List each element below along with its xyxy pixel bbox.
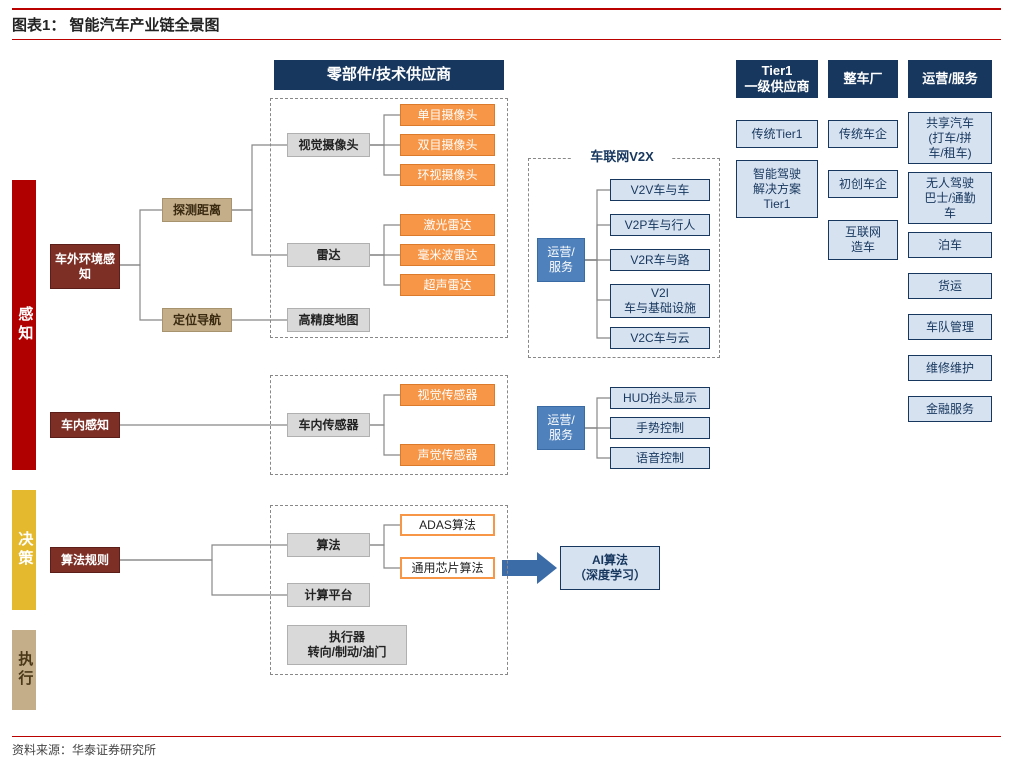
header-service: 运营/服务: [908, 60, 992, 98]
node-adas-algo: ADAS算法: [400, 514, 495, 536]
node-svc-freight: 货运: [908, 273, 992, 299]
node-detect-distance: 探测距离: [162, 198, 232, 222]
node-internal-sense: 车内感知: [50, 412, 120, 438]
node-interior-sensor: 车内传感器: [287, 413, 370, 437]
node-radar: 雷达: [287, 243, 370, 267]
strip-execute: 执行: [12, 630, 36, 710]
node-svc-parking: 泊车: [908, 232, 992, 258]
node-voice: 语音控制: [610, 447, 710, 469]
node-actuator: 执行器 转向/制动/油门: [287, 625, 407, 665]
node-trad-oem: 传统车企: [828, 120, 898, 148]
chart-title: 图表1： 智能汽车产业链全景图: [12, 8, 1001, 40]
header-oem: 整车厂: [828, 60, 898, 98]
diagram-canvas: 感知 决策 执行 车外环境感知 车内感知 算法规则 探测距离 定位导航 零部件/…: [12, 40, 1001, 730]
node-startup-oem: 初创车企: [828, 170, 898, 198]
node-cam-surround: 环视摄像头: [400, 164, 495, 186]
node-svc-sharing: 共享汽车 (打车/拼 车/租车): [908, 112, 992, 164]
node-visual-sensor: 视觉传感器: [400, 384, 495, 406]
node-trad-tier1: 传统Tier1: [736, 120, 818, 148]
node-v2x-service: 运营/服务: [537, 238, 585, 282]
node-camera: 视觉摄像头: [287, 133, 370, 157]
node-cam-mono: 单目摄像头: [400, 104, 495, 126]
node-ai-deeplearning: AI算法 （深度学习）: [560, 546, 660, 590]
node-smart-tier1: 智能驾驶 解决方案 Tier1: [736, 160, 818, 218]
node-algorithm: 算法: [287, 533, 370, 557]
node-v2c: V2C车与云: [610, 327, 710, 349]
node-compute-platform: 计算平台: [287, 583, 370, 607]
node-lidar: 激光雷达: [400, 214, 495, 236]
node-hmi-service: 运营/服务: [537, 406, 585, 450]
node-svc-finance: 金融服务: [908, 396, 992, 422]
node-svc-autobus: 无人驾驶 巴士/通勤 车: [908, 172, 992, 224]
node-svc-maintain: 维修维护: [908, 355, 992, 381]
node-hd-map: 高精度地图: [287, 308, 370, 332]
node-svc-fleet: 车队管理: [908, 314, 992, 340]
header-suppliers: 零部件/技术供应商: [274, 60, 504, 90]
node-ext-env-sense: 车外环境感知: [50, 244, 120, 289]
node-v2p: V2P车与行人: [610, 214, 710, 236]
node-audio-sensor: 声觉传感器: [400, 444, 495, 466]
header-v2x: 车联网V2X: [572, 148, 672, 166]
node-algo-rules: 算法规则: [50, 547, 120, 573]
strip-sense: 感知: [12, 180, 36, 470]
node-v2i: V2I 车与基础设施: [610, 284, 710, 318]
node-v2v: V2V车与车: [610, 179, 710, 201]
node-hud: HUD抬头显示: [610, 387, 710, 409]
header-tier1: Tier1 一级供应商: [736, 60, 818, 98]
node-v2r: V2R车与路: [610, 249, 710, 271]
node-positioning-nav: 定位导航: [162, 308, 232, 332]
node-mmw-radar: 毫米波雷达: [400, 244, 495, 266]
source-footer: 资料来源：华泰证券研究所: [12, 736, 1001, 758]
strip-decide: 决策: [12, 490, 36, 610]
node-cam-stereo: 双目摄像头: [400, 134, 495, 156]
node-ultrasonic: 超声雷达: [400, 274, 495, 296]
node-gesture: 手势控制: [610, 417, 710, 439]
node-chip-algo: 通用芯片算法: [400, 557, 495, 579]
node-internet-oem: 互联网 造车: [828, 220, 898, 260]
